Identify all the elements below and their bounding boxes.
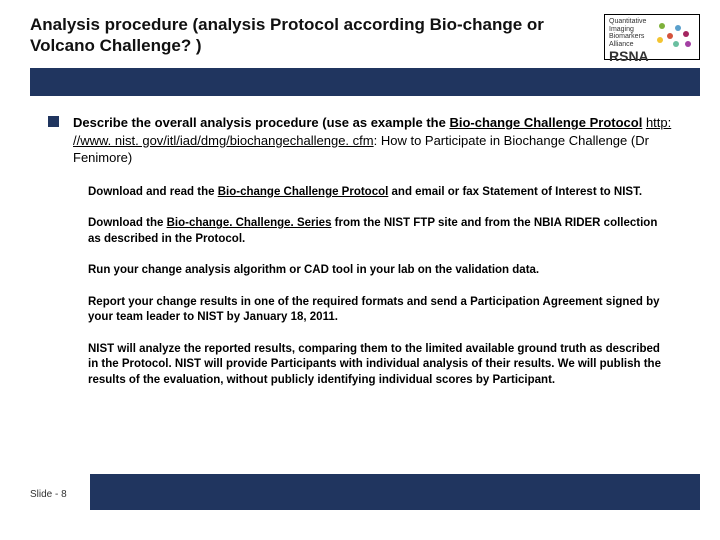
dot-icon — [675, 25, 681, 31]
sub-pre: Download and read the — [88, 186, 218, 198]
main-bullet: Describe the overall analysis procedure … — [48, 114, 672, 167]
list-item: NIST will analyze the reported results, … — [88, 342, 672, 389]
sub-underline: Bio-change Challenge Protocol — [218, 186, 389, 198]
list-item: Report your change results in one of the… — [88, 295, 672, 326]
main-bullet-text: Describe the overall analysis procedure … — [73, 114, 672, 167]
logo-rsna: RSNA — [609, 49, 649, 64]
sub-pre: Download the — [88, 217, 167, 229]
main-underlined: Bio-change Challenge Protocol — [449, 115, 642, 130]
sub-pre: Report your change results in one of the… — [88, 296, 660, 324]
list-item: Run your change analysis algorithm or CA… — [88, 263, 672, 279]
slide-title: Analysis procedure (analysis Protocol ac… — [30, 14, 604, 57]
footer-band — [90, 474, 700, 510]
qiba-logo: Quantitative Imaging Biomarkers Alliance… — [604, 14, 700, 60]
sub-bullet-list: Download and read the Bio-change Challen… — [48, 185, 672, 389]
sub-underline: Bio-change. Challenge. Series — [167, 217, 332, 229]
dot-icon — [667, 33, 673, 39]
dot-icon — [659, 23, 665, 29]
main-lead: Describe the overall analysis procedure … — [73, 115, 449, 130]
dot-icon — [673, 41, 679, 47]
square-bullet-icon — [48, 116, 59, 127]
sub-pre: NIST will analyze the reported results, … — [88, 343, 661, 386]
title-divider-band — [30, 68, 700, 96]
list-item: Download the Bio-change. Challenge. Seri… — [88, 216, 672, 247]
dot-icon — [685, 41, 691, 47]
sub-post: and email or fax Statement of Interest t… — [388, 186, 642, 198]
sub-pre: Run your change analysis algorithm or CA… — [88, 264, 539, 276]
content-area: Describe the overall analysis procedure … — [0, 96, 720, 388]
list-item: Download and read the Bio-change Challen… — [88, 185, 672, 201]
dot-icon — [683, 31, 689, 37]
slide-number: Slide - 8 — [30, 489, 67, 500]
dot-icon — [657, 37, 663, 43]
logo-dots — [653, 23, 693, 47]
header: Analysis procedure (analysis Protocol ac… — [0, 0, 720, 60]
